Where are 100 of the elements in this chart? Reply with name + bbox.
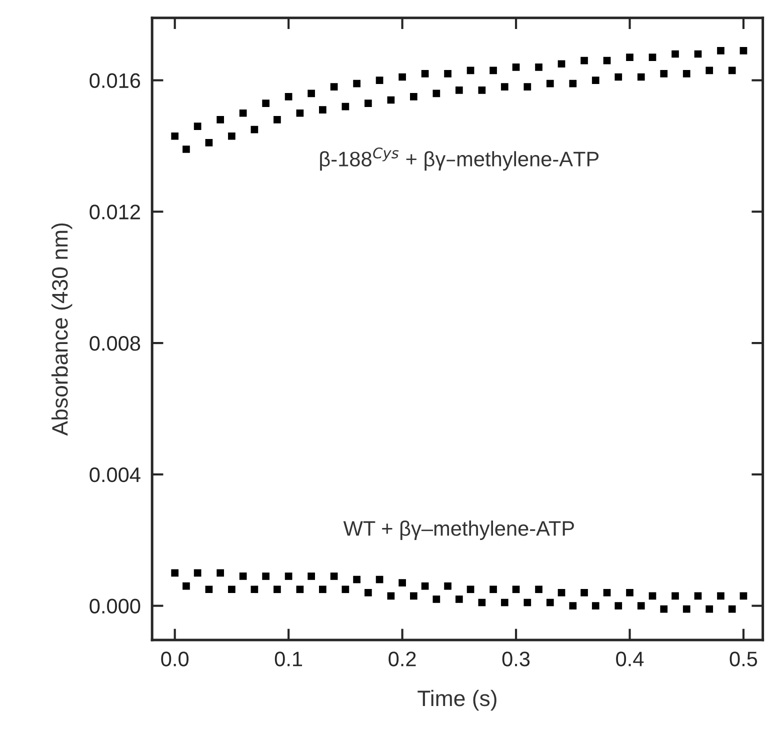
point (648, 54, 656, 61)
point (387, 96, 395, 104)
point (376, 76, 384, 84)
point (284, 572, 292, 580)
point (444, 582, 452, 590)
point (432, 596, 440, 603)
point (410, 592, 418, 600)
point (706, 66, 714, 74)
point (466, 586, 474, 594)
point (717, 592, 724, 600)
point (546, 598, 554, 606)
point (637, 73, 645, 81)
point (228, 586, 236, 594)
point (740, 47, 748, 54)
point (478, 598, 486, 606)
point (648, 592, 656, 600)
y-tick-label: 0.004 (90, 467, 140, 482)
point (410, 93, 418, 100)
point (274, 586, 281, 594)
point (216, 116, 224, 124)
point (308, 572, 315, 580)
point (626, 54, 634, 61)
y-tick-label: 0.008 (90, 336, 140, 351)
point (592, 76, 600, 84)
point (432, 90, 440, 98)
point (205, 139, 213, 146)
point (558, 588, 566, 596)
point (353, 80, 360, 88)
point (740, 592, 748, 600)
point (342, 586, 350, 594)
point (250, 126, 258, 134)
point (626, 588, 634, 596)
point (455, 596, 463, 603)
point (330, 83, 338, 91)
point (672, 592, 679, 600)
x-tick-label: 0.0 (161, 652, 189, 666)
point (376, 576, 384, 584)
point (228, 132, 236, 140)
point (682, 605, 690, 613)
point (296, 109, 304, 117)
point (637, 602, 645, 610)
point (171, 132, 179, 140)
point (284, 93, 292, 100)
point (353, 576, 360, 584)
point (319, 106, 326, 114)
point (455, 86, 463, 94)
point (205, 586, 213, 594)
y-tick-label: 0.016 (90, 73, 140, 88)
point (398, 579, 406, 586)
point (421, 582, 429, 590)
point (500, 598, 508, 606)
point (274, 116, 281, 124)
point (387, 592, 395, 600)
x-tick-label: 0.2 (388, 652, 416, 666)
point (558, 60, 566, 68)
point (319, 586, 326, 594)
point (194, 122, 202, 130)
point (603, 588, 611, 596)
point (660, 605, 668, 613)
point (728, 605, 736, 613)
series-label: β-188$^{Cys}$ + βγ–methylene-ATP (320, 147, 599, 171)
series-label: WT + βγ–methylene-ATP (343, 520, 574, 540)
y-tick-label: 0.012 (90, 204, 140, 220)
point (524, 83, 532, 91)
point (512, 586, 520, 594)
point (239, 109, 247, 117)
point (706, 605, 714, 613)
point (580, 588, 588, 596)
point (603, 56, 611, 64)
point (490, 586, 497, 594)
point (614, 73, 622, 81)
point (694, 50, 702, 58)
point (728, 66, 736, 74)
point (239, 572, 247, 580)
point (171, 569, 179, 577)
point (364, 588, 372, 596)
point (580, 56, 588, 64)
point (444, 70, 452, 78)
point (182, 146, 190, 153)
point (364, 100, 372, 107)
point (535, 586, 542, 594)
point (478, 86, 486, 94)
point (398, 73, 406, 81)
point (672, 50, 679, 58)
point (569, 602, 577, 610)
point (524, 598, 532, 606)
y-tick-label: 0.000 (90, 598, 140, 614)
point (182, 582, 190, 590)
point (262, 100, 270, 107)
x-tick-label: 0.1 (274, 652, 302, 666)
point (262, 572, 270, 580)
x-tick-label: 0.3 (502, 652, 530, 666)
point (500, 83, 508, 91)
point (546, 80, 554, 88)
point (682, 70, 690, 78)
point (250, 586, 258, 594)
point (535, 63, 542, 71)
point (308, 90, 315, 98)
x-tick-label: 0.4 (616, 652, 644, 666)
point (466, 66, 474, 74)
